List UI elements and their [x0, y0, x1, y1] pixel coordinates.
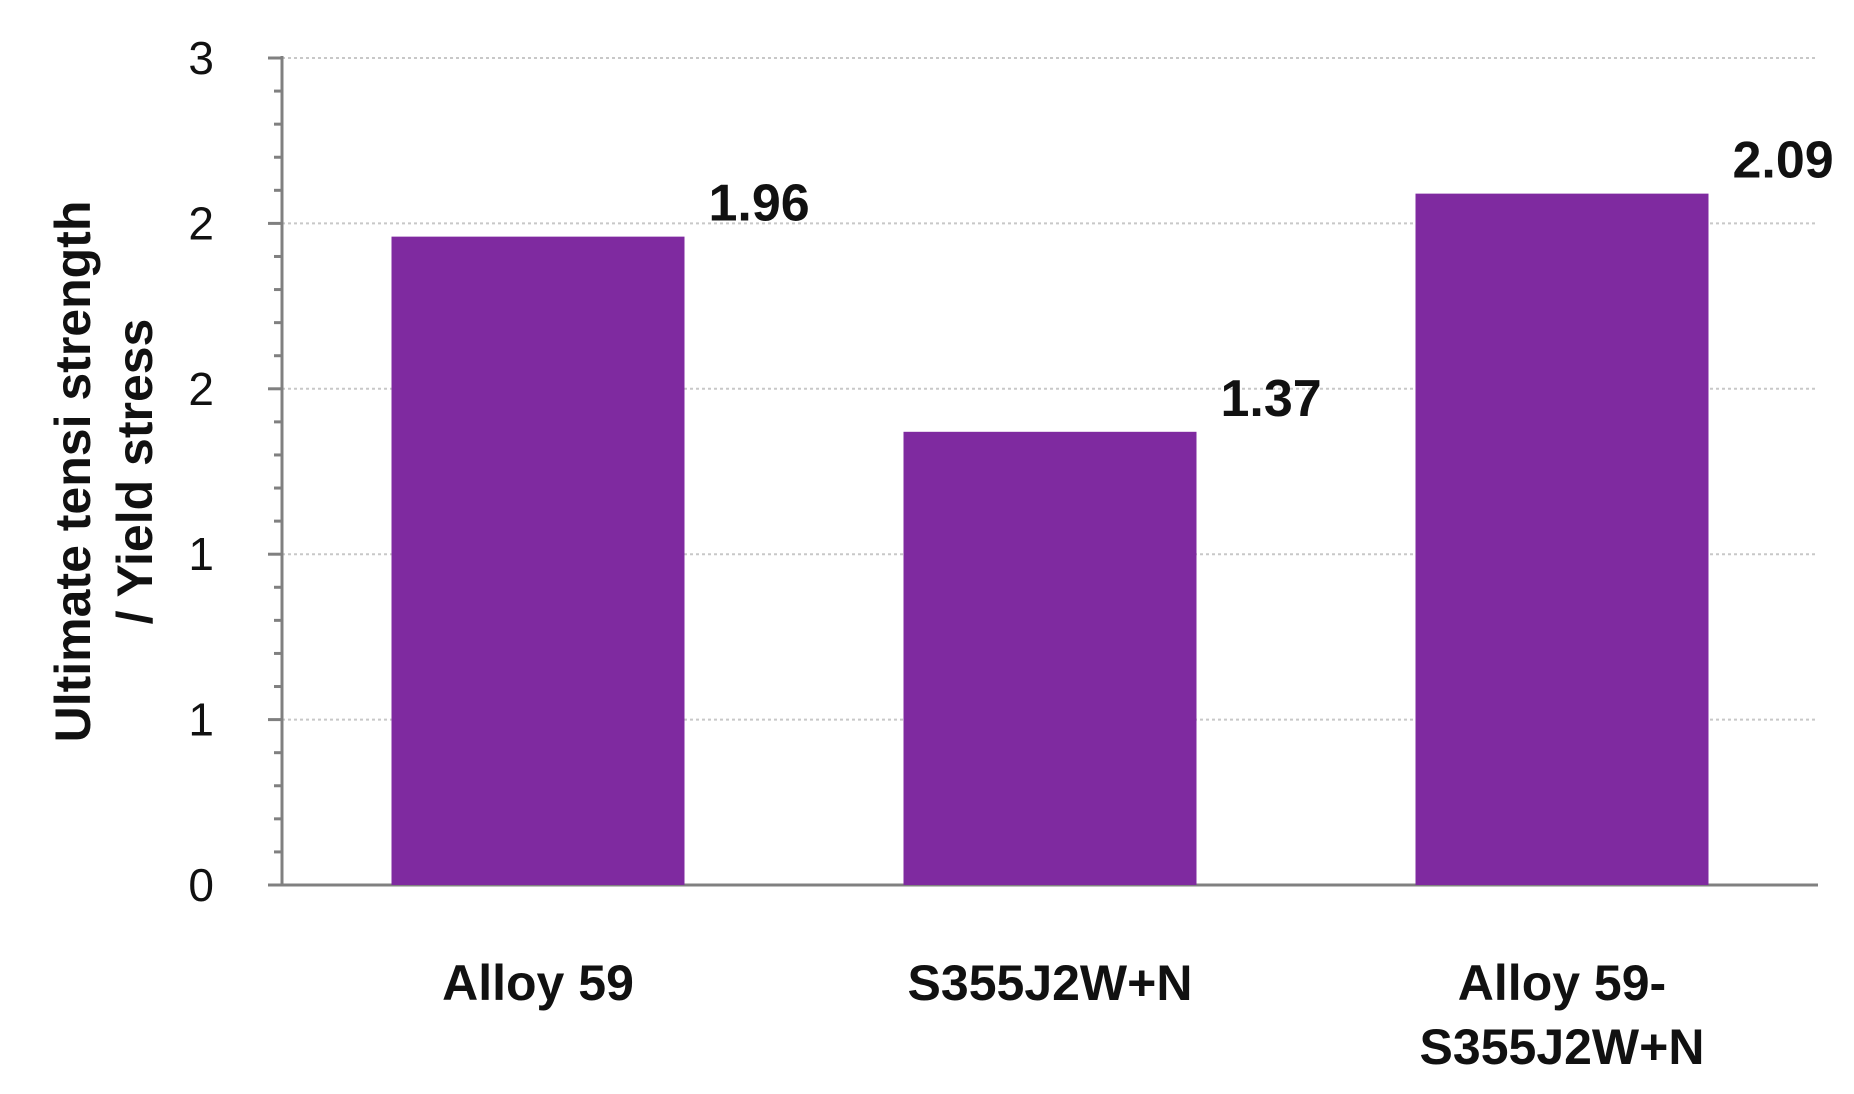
labels: 1.96 Alloy 59 1.37 S355J2W+N 2.09 Alloy 59-S3…	[442, 132, 1834, 1075]
bar	[903, 431, 1197, 885]
y-tick-label: 0	[188, 859, 214, 911]
data-label: 2.09	[1733, 132, 1834, 190]
y-tick-label: 3	[188, 32, 214, 84]
category-label: Alloy 59	[442, 955, 634, 1011]
bar	[1415, 193, 1709, 886]
y-tick-label: 1	[188, 528, 214, 580]
y-axis-title: Ultimate tensi strength / Yield stress	[45, 201, 163, 743]
data-label: 1.96	[709, 175, 810, 233]
data-label: 1.37	[1221, 370, 1322, 428]
y-tick-label: 2	[188, 363, 214, 415]
y-tick-label: 2	[188, 197, 214, 249]
category-label: S355J2W+N	[908, 955, 1193, 1011]
y-tick-label: 1	[188, 694, 214, 746]
bar	[391, 236, 685, 885]
bars	[391, 193, 1709, 886]
category-label: Alloy 59-S355J2W+N	[1420, 955, 1705, 1075]
y-axis: 0 1 1 2 2 3	[188, 32, 1818, 911]
